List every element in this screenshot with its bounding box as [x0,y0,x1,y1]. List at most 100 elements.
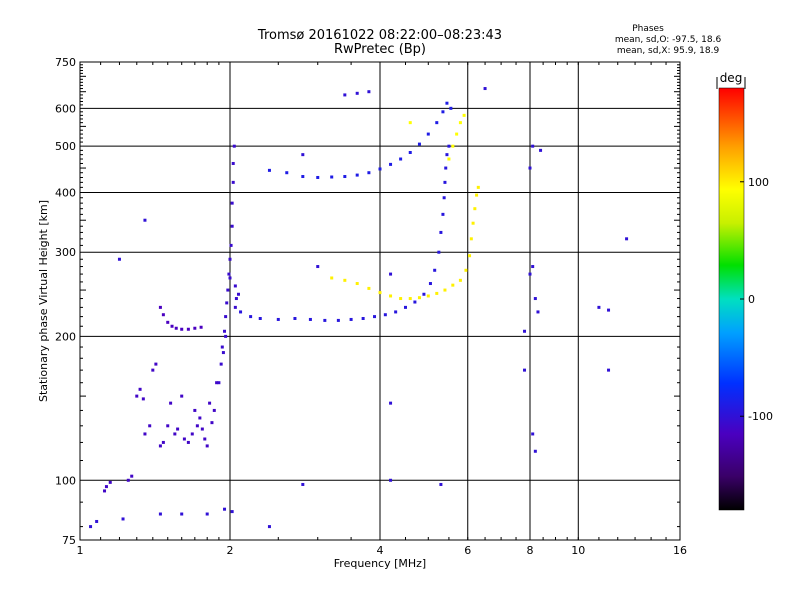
data-point [367,171,371,175]
y-axis-ticks: 75 100 200 300 400 500 600 750 [55,56,680,547]
data-point [141,397,145,401]
data-point [528,166,532,170]
data-point [449,106,453,110]
data-point [330,175,334,179]
x-tick-label: 10 [571,544,585,557]
data-point [223,329,227,333]
data-point [408,297,412,301]
data-point [444,166,448,170]
data-point [158,512,162,516]
data-point [349,317,353,321]
data-point [229,243,233,247]
data-point [523,329,527,333]
data-point [458,121,462,125]
data-point [135,394,139,398]
data-point [533,449,537,453]
data-point [239,310,243,314]
data-point [462,113,466,117]
data-point [408,150,412,154]
data-point [220,345,224,349]
x-tick-label: 16 [673,544,687,557]
data-point [210,421,214,425]
data-point [301,482,305,486]
data-point [208,401,212,405]
data-point [343,175,347,179]
data-point [607,368,611,372]
data-point [249,315,253,319]
data-point [417,296,421,300]
y-tick-label: 300 [55,246,76,259]
data-point [174,326,178,330]
data-point [143,432,147,436]
data-point [198,416,202,420]
data-point [138,387,142,391]
data-point [276,317,280,321]
data-point [394,310,398,314]
data-point [355,282,359,286]
data-point [224,315,228,319]
data-point [389,401,393,405]
data-point [378,167,382,171]
data-point [435,291,439,295]
data-point [473,207,477,211]
data-point [336,318,340,322]
data-point [533,297,537,301]
data-point [121,517,125,521]
data-point [355,91,359,95]
data-point [228,257,232,261]
data-point [447,157,451,161]
data-point [161,440,165,444]
data-point [180,512,184,516]
data-point [539,148,543,152]
data-point [468,254,472,258]
x-axis-label: Frequency [MHz] [334,557,426,570]
data-point [182,437,186,441]
data-point [236,292,240,296]
data-point [230,510,234,514]
data-point [343,278,347,282]
data-point [413,300,417,304]
x-tick-label: 6 [464,544,471,557]
data-point [399,157,403,161]
data-point [323,318,327,322]
chart-title: Tromsø 20161022 08:22:00–08:23:43 [257,28,502,43]
data-point [523,368,527,372]
data-point [447,144,451,148]
data-point [190,432,194,436]
grid-lines [80,62,680,540]
stats-heading: Phases [632,24,664,34]
y-tick-label: 600 [55,102,76,115]
data-point [200,427,204,431]
data-point [180,327,184,331]
colorbar-tick-label: -100 [748,410,773,423]
data-point [426,294,430,298]
data-point [231,161,235,165]
y-tick-label: 750 [55,56,76,69]
data-point [232,144,236,148]
data-point [437,250,441,254]
data-point [205,512,209,516]
data-point [373,315,377,319]
data-point [441,212,445,216]
data-point [417,142,421,146]
data-point [316,265,320,269]
data-point [161,313,165,317]
data-point [227,272,231,276]
data-point [475,193,479,197]
data-point [108,480,112,484]
data-point [433,268,437,272]
data-point [458,278,462,282]
data-point [383,313,387,317]
data-point [89,525,93,529]
data-point [151,368,155,372]
stats-line-o: mean, sd,O: -97.5, 18.6 [615,35,722,45]
data-point [443,288,447,292]
data-point [166,320,170,324]
data-point [176,427,180,431]
data-point [399,297,403,301]
data-point [625,237,629,241]
x-axis-ticks: 1 2 4 6 8 10 16 [77,62,687,557]
data-point [117,257,121,261]
data-point [367,90,371,94]
